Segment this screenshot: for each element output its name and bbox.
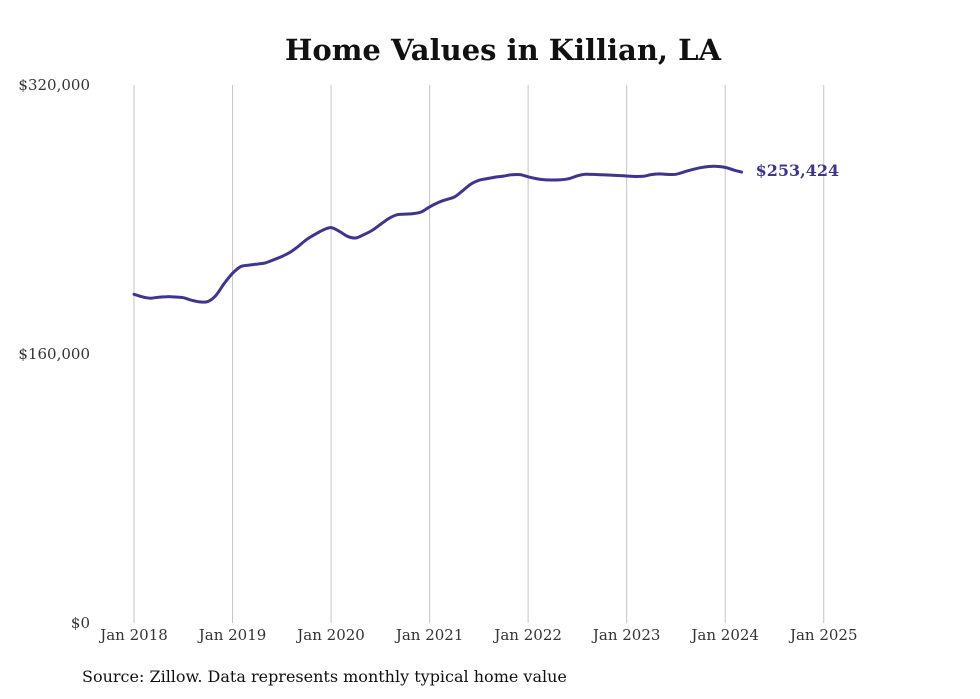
y-tick-label: $320,000	[18, 76, 90, 94]
x-tick-label: Jan 2020	[295, 626, 365, 644]
source-note: Source: Zillow. Data represents monthly …	[82, 667, 567, 686]
x-tick-label: Jan 2023	[591, 626, 661, 644]
x-tick-label: Jan 2022	[492, 626, 562, 644]
x-tick-label: Jan 2018	[98, 626, 168, 644]
x-axis-ticks: Jan 2018 Jan 2019 Jan 2020 Jan 2021 Jan 2022…	[98, 626, 857, 644]
y-tick-label: $0	[71, 614, 90, 632]
x-tick-label: Jan 2025	[788, 626, 858, 644]
series-layer: $253,424	[132, 161, 840, 304]
chart-title: Home Values in Killian, LA	[285, 33, 722, 67]
series-line	[132, 164, 744, 304]
y-tick-label: $160,000	[18, 345, 90, 363]
y-axis-ticks: $0 $160,000 $320,000	[18, 76, 90, 632]
x-tick-label: Jan 2019	[197, 626, 267, 644]
end-value-label: $253,424	[756, 161, 840, 180]
x-tick-label: Jan 2024	[689, 626, 759, 644]
x-tick-label: Jan 2021	[394, 626, 464, 644]
